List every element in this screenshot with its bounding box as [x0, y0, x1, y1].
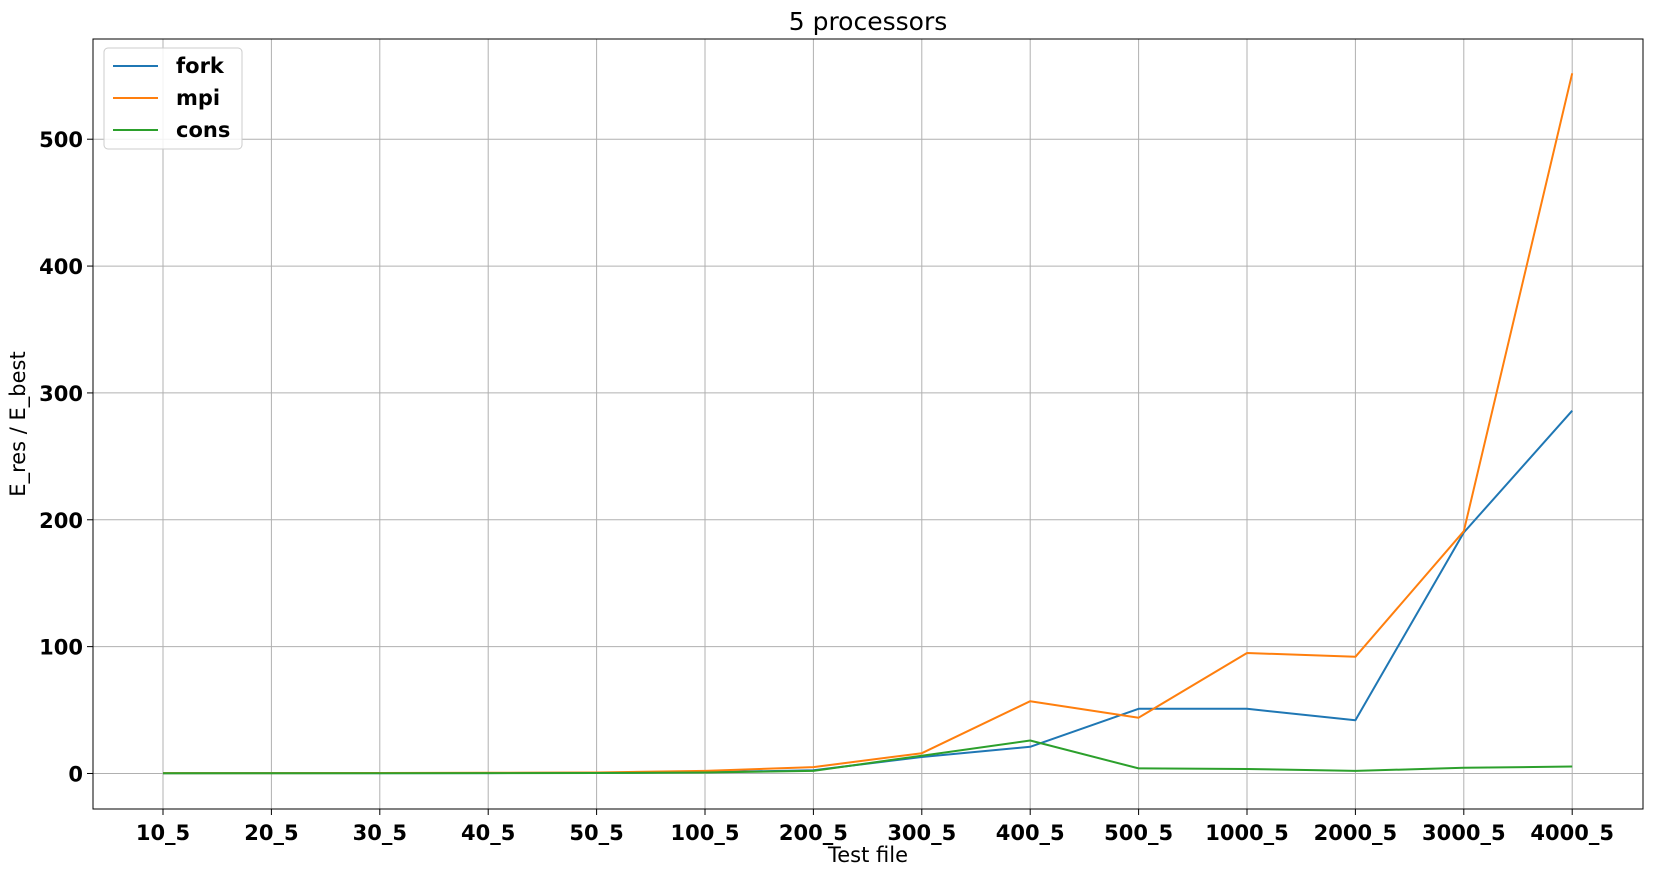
x-tick-label: 30_5	[353, 821, 407, 845]
x-tick-label: 200_5	[779, 821, 848, 845]
series-lines	[162, 73, 1574, 775]
series-line-fork	[162, 410, 1573, 775]
x-tick-label: 100_5	[671, 821, 740, 845]
x-axis-label: Test file	[827, 843, 908, 867]
x-tick-label: 10_5	[136, 821, 190, 845]
x-tick-label: 20_5	[244, 821, 298, 845]
x-tick-label: 40_5	[461, 821, 515, 845]
x-tick-label: 300_5	[887, 821, 956, 845]
series-line-mpi	[163, 73, 1574, 775]
x-tick-label: 400_5	[996, 821, 1065, 845]
x-tick-label: 4000_5	[1530, 821, 1614, 845]
y-tick-label: 100	[39, 636, 83, 660]
y-axis-ticks: 0 100 200 300 400 500	[39, 128, 93, 786]
y-tick-label: 400	[39, 255, 83, 279]
x-tick-label: 1000_5	[1205, 821, 1289, 845]
x-tick-label: 2000_5	[1314, 821, 1398, 845]
legend-label-cons: cons	[176, 118, 230, 142]
y-tick-label: 500	[39, 128, 83, 152]
chart-title: 5 processors	[789, 7, 948, 36]
legend-label-mpi: mpi	[176, 86, 220, 110]
plot-frame	[92, 38, 1644, 810]
x-axis-ticks: 10_5 20_5 30_5 40_5 50_5 100_5 200_5 300_5 400_5…	[136, 809, 1614, 845]
legend: fork mpi cons	[103, 47, 243, 150]
legend-label-fork: fork	[176, 54, 225, 78]
grid	[93, 39, 1643, 809]
x-tick-label: 3000_5	[1422, 821, 1506, 845]
y-axis-label: E_res / E_best	[6, 351, 31, 496]
series-line-cons	[163, 739, 1573, 775]
y-tick-label: 300	[39, 382, 83, 406]
legend-box	[103, 47, 243, 150]
y-tick-label: 200	[39, 509, 83, 533]
y-tick-label: 0	[68, 762, 83, 786]
x-tick-label: 50_5	[569, 821, 623, 845]
x-tick-label: 500_5	[1104, 821, 1173, 845]
